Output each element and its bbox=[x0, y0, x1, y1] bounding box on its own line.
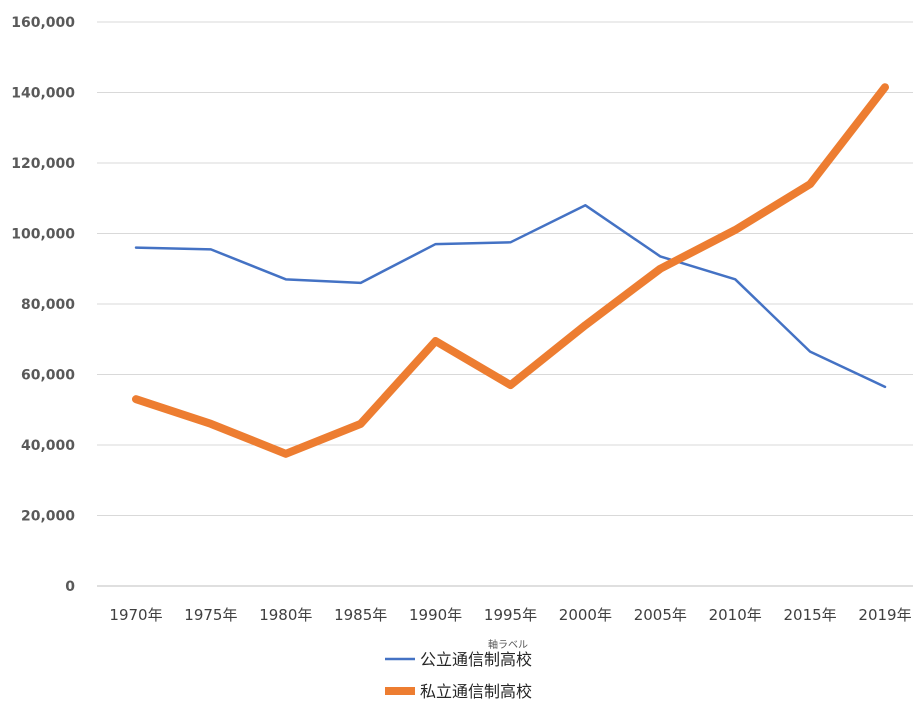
y-tick-label: 20,000 bbox=[21, 509, 75, 525]
series-lines bbox=[136, 87, 885, 454]
x-tick-label: 2005年 bbox=[634, 606, 687, 624]
y-tick-label: 140,000 bbox=[11, 86, 75, 102]
y-axis-ticks: 0 20,000 40,000 60,000 80,000 100,000 120,000 1… bbox=[11, 15, 75, 595]
y-tick-label: 120,000 bbox=[11, 156, 75, 172]
x-axis-ticks: 1970年 1975年 1980年 1985年 1990年 1995年 2000年 2005年… bbox=[109, 606, 911, 624]
x-tick-label: 1995年 bbox=[484, 606, 537, 624]
x-tick-label: 2000年 bbox=[559, 606, 612, 624]
x-tick-label: 1975年 bbox=[184, 606, 237, 624]
legend-label: 私立通信制高校 bbox=[420, 682, 532, 701]
gridlines bbox=[97, 22, 913, 586]
x-tick-label: 2015年 bbox=[784, 606, 837, 624]
x-tick-label: 1990年 bbox=[409, 606, 462, 624]
y-tick-label: 0 bbox=[65, 579, 75, 595]
x-tick-label: 1980年 bbox=[259, 606, 312, 624]
legend-label: 公立通信制高校 bbox=[420, 650, 532, 669]
y-tick-label: 100,000 bbox=[11, 227, 75, 243]
y-tick-label: 40,000 bbox=[21, 438, 75, 454]
x-tick-label: 1970年 bbox=[109, 606, 162, 624]
x-tick-label: 1985年 bbox=[334, 606, 387, 624]
x-tick-label: 2010年 bbox=[709, 606, 762, 624]
y-tick-label: 80,000 bbox=[21, 297, 75, 313]
y-tick-label: 160,000 bbox=[11, 15, 75, 31]
series-line bbox=[136, 87, 885, 454]
x-tick-label: 2019年 bbox=[858, 606, 911, 624]
series-line bbox=[136, 205, 885, 387]
y-tick-label: 60,000 bbox=[21, 368, 75, 384]
